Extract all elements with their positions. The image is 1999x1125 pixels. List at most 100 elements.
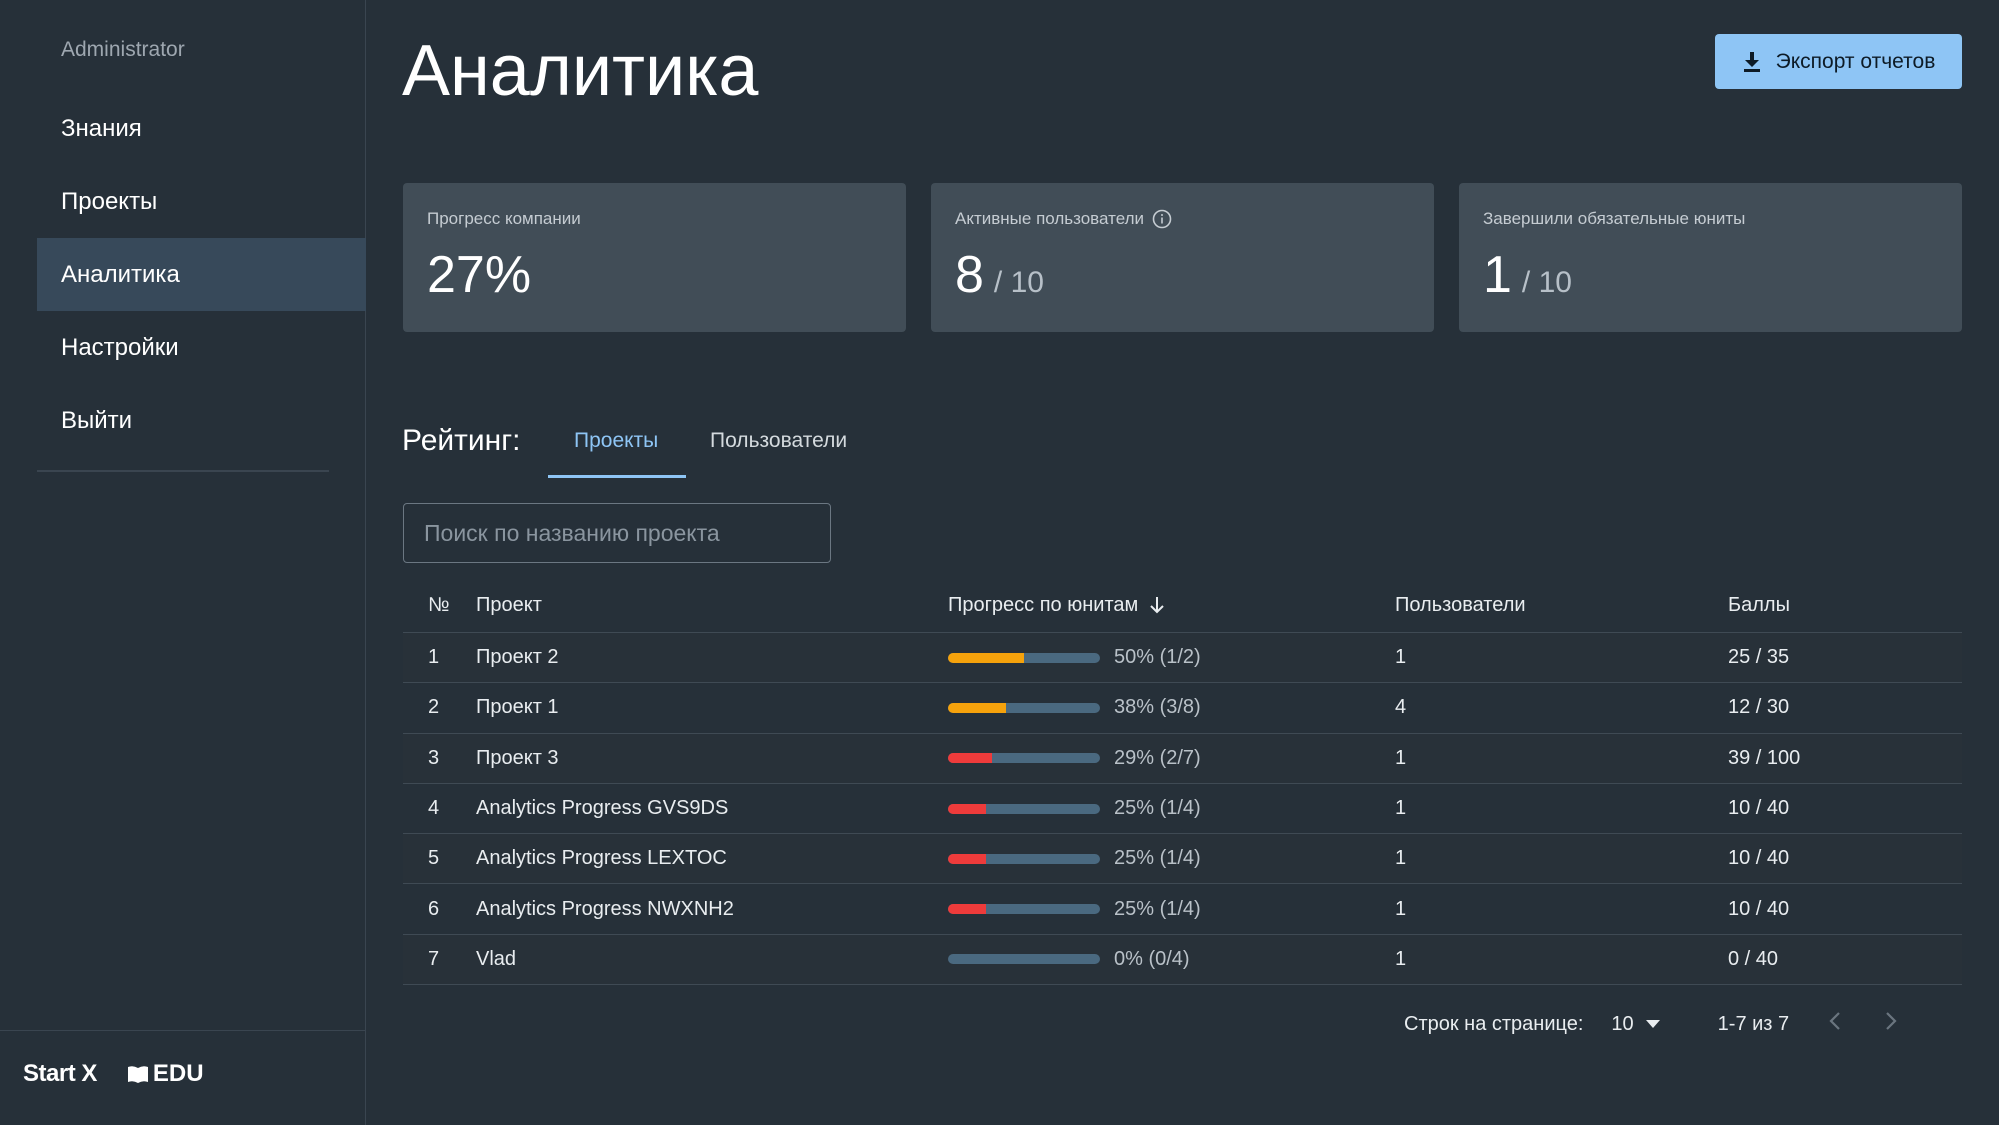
rating-label: Рейтинг: — [402, 424, 521, 457]
table-row[interactable]: 1 Проект 2 50% (1/2) 1 25 / 35 — [403, 633, 1962, 684]
stat-card-completed-units: Завершили обязательные юниты 1 / 10 — [1459, 183, 1962, 332]
edu-logo-text: EDU — [152, 1060, 204, 1087]
stat-value: 27% — [427, 246, 532, 304]
book-icon — [127, 1066, 148, 1083]
tab-users[interactable]: Пользователи — [710, 429, 848, 452]
row-users: 1 — [1395, 947, 1407, 970]
row-progress: 0% (0/4) — [948, 948, 1395, 971]
sort-down-icon — [1150, 597, 1164, 614]
rows-per-page-label: Строк на странице: — [1404, 1012, 1584, 1035]
row-score: 10 / 40 — [1728, 897, 1790, 920]
row-users: 4 — [1395, 696, 1407, 719]
progress-bar-fill — [948, 652, 1024, 663]
row-progress: 50% (1/2) — [948, 646, 1395, 669]
progress-bar — [948, 853, 1100, 864]
project-search-input[interactable] — [403, 503, 831, 563]
sidebar-item-projects[interactable]: Проекты — [61, 187, 158, 215]
stat-card-value: 1 / 10 — [1483, 245, 1938, 305]
stat-card-company-progress: Прогресс компании 27% — [403, 183, 906, 332]
row-score: 0 / 40 — [1728, 947, 1779, 970]
header-progress[interactable]: Прогресс по юнитам — [948, 594, 1395, 617]
sidebar-item-logout[interactable]: Выйти — [61, 406, 133, 434]
stat-value: 8 — [955, 246, 984, 304]
rows-per-page-select[interactable]: 10 — [1611, 1013, 1660, 1036]
caret-down-icon — [1645, 1020, 1660, 1028]
sidebar-item-knowledge[interactable]: Знания — [61, 114, 142, 142]
row-users: 1 — [1395, 897, 1407, 920]
next-page-button[interactable] — [1885, 1010, 1897, 1038]
progress-text: 25% (1/4) — [1114, 797, 1201, 820]
stat-card-value: 8 / 10 — [955, 245, 1410, 305]
row-progress: 38% (3/8) — [948, 696, 1395, 719]
row-score: 39 / 100 — [1728, 746, 1801, 769]
sidebar-nav: Знания Проекты Аналитика Настройки Выйти — [37, 92, 366, 457]
header-users[interactable]: Пользователи — [1395, 593, 1526, 616]
active-tab-indicator — [548, 475, 686, 478]
stat-value: 1 — [1483, 246, 1512, 304]
table-row[interactable]: 3 Проект 3 29% (2/7) 1 39 / 100 — [403, 733, 1962, 784]
table-row[interactable]: 5 Analytics Progress LEXTOC 25% (1/4) 1 … — [403, 834, 1962, 885]
table-row[interactable]: 7 Vlad 0% (0/4) 1 0 / 40 — [403, 934, 1962, 986]
progress-bar — [948, 652, 1100, 663]
progress-text: 29% (2/7) — [1114, 746, 1201, 769]
table-row[interactable]: 4 Analytics Progress GVS9DS 25% (1/4) 1 … — [403, 784, 1962, 835]
progress-bar-fill — [948, 853, 986, 864]
chevron-right-icon — [1886, 1012, 1897, 1030]
sidebar-divider — [37, 470, 329, 472]
page-range: 1-7 из 7 — [1717, 1012, 1790, 1035]
progress-bar — [948, 904, 1100, 915]
row-progress: 25% (1/4) — [948, 847, 1395, 870]
row-progress: 25% (1/4) — [948, 898, 1395, 921]
sidebar-item-analytics[interactable]: Аналитика — [37, 238, 366, 311]
stat-card-active-users: Активные пользователи 8 / 10 — [931, 183, 1434, 332]
edu-logo: EDU — [127, 1060, 204, 1088]
progress-text: 25% (1/4) — [1114, 897, 1201, 920]
sidebar-item-settings[interactable]: Настройки — [61, 333, 179, 361]
table-header: № Проект Прогресс по юнитам Пользователи… — [403, 578, 1962, 633]
projects-table: № Проект Прогресс по юнитам Пользователи… — [403, 578, 1962, 986]
table-row[interactable]: 2 Проект 1 38% (3/8) 4 12 / 30 — [403, 683, 1962, 734]
table-body: 1 Проект 2 50% (1/2) 1 25 / 35 2 Проект … — [403, 633, 1962, 986]
row-project-name: Analytics Progress LEXTOC — [476, 847, 727, 870]
header-project[interactable]: Проект — [476, 593, 542, 616]
progress-bar-fill — [948, 702, 1006, 713]
row-score: 10 / 40 — [1728, 797, 1790, 820]
row-num: 7 — [428, 947, 440, 970]
stat-card-label: Завершили обязательные юниты — [1483, 209, 1746, 228]
sidebar-footer-divider — [0, 1030, 366, 1031]
table-row[interactable]: 6 Analytics Progress NWXNH2 25% (1/4) 1 … — [403, 884, 1962, 935]
row-num: 1 — [428, 646, 440, 669]
row-progress: 29% (2/7) — [948, 747, 1395, 770]
sidebar: Administrator Знания Проекты Аналитика Н… — [0, 0, 366, 1125]
row-users: 1 — [1395, 797, 1407, 820]
row-progress: 25% (1/4) — [948, 797, 1395, 820]
header-progress-label: Прогресс по юнитам — [948, 593, 1139, 616]
pagination: Строк на странице: 10 1-7 из 7 — [1404, 1010, 1897, 1038]
brand-logos: Start X EDU — [23, 1060, 204, 1088]
stat-total: / 10 — [993, 266, 1044, 299]
header-num: № — [428, 593, 450, 616]
tab-projects[interactable]: Проекты — [574, 429, 659, 452]
export-reports-button[interactable]: Экспорт отчетов — [1715, 34, 1962, 89]
row-num: 4 — [428, 797, 440, 820]
info-icon[interactable] — [1152, 209, 1172, 229]
header-score[interactable]: Баллы — [1728, 593, 1790, 616]
progress-bar-fill — [948, 904, 986, 915]
row-project-name: Проект 2 — [476, 646, 559, 669]
download-icon — [1743, 51, 1760, 72]
stat-card-label: Прогресс компании — [427, 209, 581, 228]
row-project-name: Проект 3 — [476, 746, 559, 769]
chevron-left-icon — [1829, 1012, 1840, 1030]
stat-card-label: Активные пользователи — [955, 209, 1145, 228]
prev-page-button[interactable] — [1829, 1010, 1841, 1038]
row-num: 6 — [428, 897, 440, 920]
row-num: 3 — [428, 746, 440, 769]
progress-text: 0% (0/4) — [1114, 947, 1190, 970]
row-project-name: Analytics Progress NWXNH2 — [476, 897, 734, 920]
row-users: 1 — [1395, 746, 1407, 769]
page-title: Аналитика — [402, 31, 759, 111]
progress-bar — [948, 954, 1100, 965]
stat-card-value: 27% — [427, 245, 882, 305]
row-project-name: Vlad — [476, 947, 517, 970]
